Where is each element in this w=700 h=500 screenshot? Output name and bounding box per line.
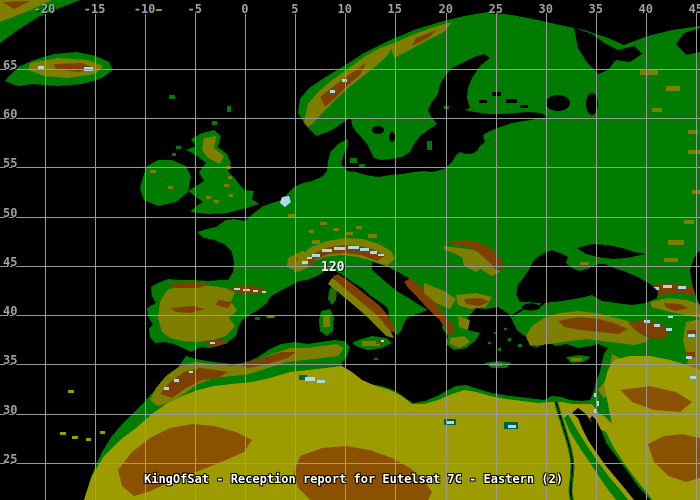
longitude-tick-label: 45 bbox=[688, 2, 700, 16]
island-great-britain bbox=[186, 130, 259, 214]
longitude-tick-label: 25 bbox=[488, 2, 503, 16]
latitude-tick-label: 30 bbox=[3, 403, 18, 417]
gridline-latitude bbox=[0, 69, 700, 70]
latitude-tick-label: 25 bbox=[3, 452, 18, 466]
gridline-latitude bbox=[0, 118, 700, 119]
peaks-alps bbox=[302, 246, 384, 264]
longitude-tick-label: -10 bbox=[133, 2, 156, 16]
gridline-longitude bbox=[245, 13, 246, 500]
map-title: KingOfSat - Reception report for Eutelsa… bbox=[144, 472, 564, 486]
latitude-tick-label: 40 bbox=[3, 304, 18, 318]
longitude-tick-label: 10 bbox=[337, 2, 352, 16]
longitude-tick-label: -5 bbox=[187, 2, 202, 16]
sea-red-sea bbox=[555, 401, 650, 500]
gridline-latitude bbox=[0, 463, 700, 464]
gridline-latitude bbox=[0, 217, 700, 218]
longitude-tick-label: 35 bbox=[588, 2, 603, 16]
gridline-longitude bbox=[596, 13, 597, 500]
gridline-longitude bbox=[395, 13, 396, 500]
desert-sahara bbox=[84, 366, 700, 500]
gridline-longitude bbox=[546, 13, 547, 500]
longitude-tick-label: -15 bbox=[83, 2, 106, 16]
longitude-tick-label: 30 bbox=[538, 2, 553, 16]
latitude-tick-label: 50 bbox=[3, 206, 18, 220]
latitude-tick-label: 65 bbox=[3, 58, 18, 72]
latitude-tick-label: 45 bbox=[3, 255, 18, 269]
island-ireland bbox=[140, 160, 191, 206]
longitude-tick-label: 5 bbox=[291, 2, 299, 16]
gridline-latitude bbox=[0, 315, 700, 316]
gridline-longitude bbox=[446, 13, 447, 500]
reception-value-marker: 120 bbox=[321, 260, 345, 275]
gridline-longitude bbox=[195, 13, 196, 500]
sea-white-sea bbox=[574, 28, 700, 74]
mountains-apennines bbox=[328, 274, 396, 338]
longitude-tick-label: 15 bbox=[387, 2, 402, 16]
sea-black-sea bbox=[511, 244, 658, 317]
latitude-tick-label: 60 bbox=[3, 107, 18, 121]
island-iceland bbox=[5, 52, 113, 86]
lakes-north bbox=[372, 92, 598, 154]
gridline-longitude bbox=[45, 13, 46, 500]
gridline-latitude bbox=[0, 364, 700, 365]
latitude-tick-label: 55 bbox=[3, 156, 18, 170]
mountains-balkans bbox=[404, 278, 492, 348]
atlantic-islands bbox=[60, 390, 105, 441]
longitude-tick-label: 20 bbox=[438, 2, 453, 16]
uplands-central-europe bbox=[309, 222, 377, 238]
gridline-latitude bbox=[0, 414, 700, 415]
latitude-tick-label: 35 bbox=[3, 353, 18, 367]
longitude-tick-label: -20 bbox=[33, 2, 56, 16]
gridline-latitude bbox=[0, 266, 700, 267]
longitude-tick-label: 40 bbox=[638, 2, 653, 16]
landmass-greenland bbox=[0, 0, 80, 43]
longitude-tick-label: 0 bbox=[241, 2, 249, 16]
mediterranean-islands bbox=[255, 287, 591, 368]
mountains-carpathians bbox=[444, 240, 504, 276]
gridline-latitude bbox=[0, 167, 700, 168]
gridline-longitude bbox=[95, 13, 96, 500]
depressions-and-lowlands bbox=[280, 196, 518, 429]
gridline-longitude bbox=[496, 13, 497, 500]
gridline-longitude bbox=[345, 13, 346, 500]
mountains-scandinavia bbox=[304, 22, 452, 127]
uplands-levant-syria bbox=[598, 354, 700, 424]
sea-caspian-edge bbox=[690, 250, 700, 306]
small-north-islands bbox=[156, 9, 231, 156]
gridline-longitude bbox=[295, 13, 296, 500]
gridline-longitude bbox=[145, 13, 146, 500]
gridline-longitude bbox=[646, 13, 647, 500]
gridline-longitude bbox=[696, 13, 697, 500]
